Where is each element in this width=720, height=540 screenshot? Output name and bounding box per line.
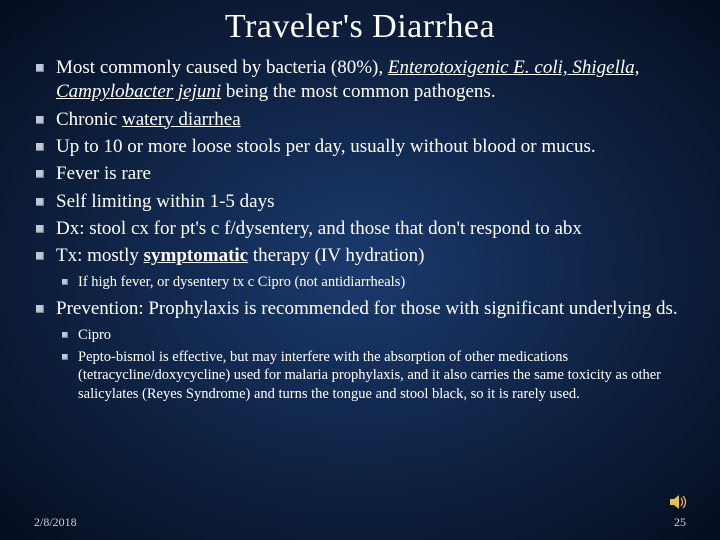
footer-date: 2/8/2018: [34, 515, 77, 530]
sub-list: If high fever, or dysentery tx c Cipro (…: [56, 273, 692, 292]
bullet-list: Most commonly caused by bacteria (80%), …: [28, 56, 692, 404]
sub-list-item: Pepto-bismol is effective, but may inter…: [56, 348, 692, 405]
list-item: Self limiting within 1-5 days: [28, 190, 692, 214]
list-item: Tx: mostly symptomatic therapy (IV hydra…: [28, 244, 692, 268]
footer-page: 25: [674, 515, 686, 530]
sub-list: Cipro Pepto-bismol is effective, but may …: [56, 326, 692, 404]
sub-list-item: Cipro: [56, 326, 692, 345]
list-item: Up to 10 or more loose stools per day, u…: [28, 135, 692, 159]
list-item: Fever is rare: [28, 162, 692, 186]
list-item: Chronic watery diarrhea: [28, 108, 692, 132]
footer: 2/8/2018 25: [34, 515, 686, 530]
list-item: Most commonly caused by bacteria (80%), …: [28, 56, 692, 105]
list-item: Dx: stool cx for pt's c f/dysentery, and…: [28, 217, 692, 241]
sound-icon: [670, 494, 690, 510]
list-item: Prevention: Prophylaxis is recommended f…: [28, 297, 692, 321]
slide-title: Traveler's Diarrhea: [28, 8, 692, 46]
sub-list-item: If high fever, or dysentery tx c Cipro (…: [56, 273, 692, 292]
slide: Traveler's Diarrhea Most commonly caused…: [0, 0, 720, 540]
